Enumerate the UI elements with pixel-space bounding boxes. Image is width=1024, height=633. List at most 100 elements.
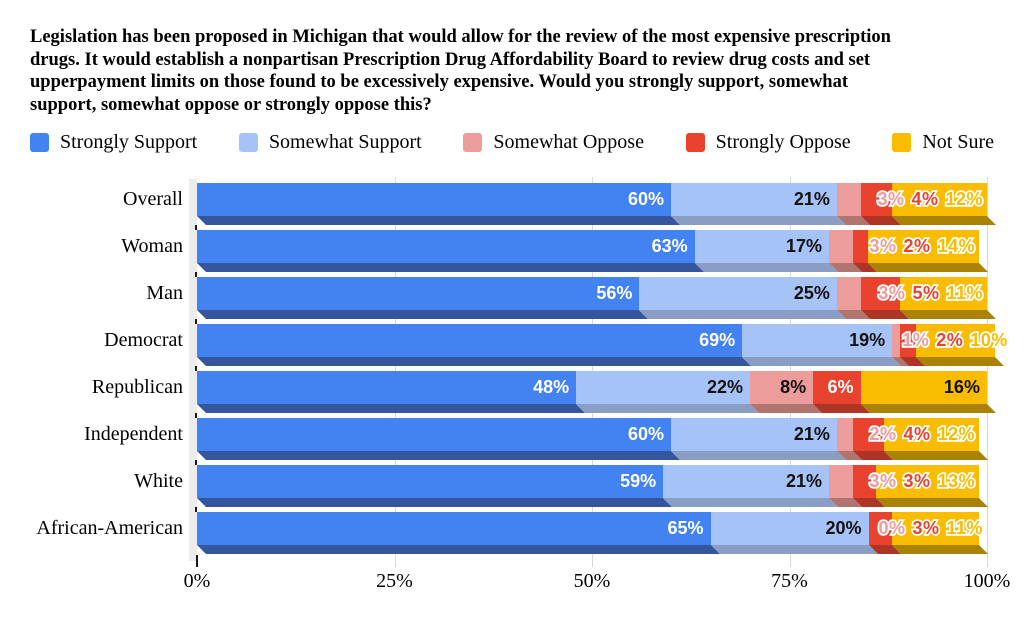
bar-segment-shadow — [671, 216, 846, 225]
value-label-outlined: 1% — [900, 328, 930, 352]
bar-segment-shadow — [915, 357, 1004, 366]
value-label-outlined: 5% — [911, 281, 941, 305]
bar-row: Republican 48% 22% 8% 6% 16% — [92, 371, 1012, 413]
value-label: 6% — [827, 377, 854, 397]
bar-segment — [884, 418, 980, 451]
bar-segment-shadow — [197, 451, 680, 460]
bar-stack: 56% 25% — [197, 277, 987, 310]
bar-segment-shadow — [639, 310, 846, 319]
category-axis-tick — [195, 507, 197, 512]
bar-segment-shadow — [900, 310, 996, 319]
value-label-outlined: 3% — [911, 516, 941, 540]
bar-stack: 63% 17% — [197, 230, 980, 263]
bar-segment-shadow — [197, 310, 649, 319]
legend-label: Somewhat Oppose — [493, 131, 644, 153]
category-label: Independent — [84, 423, 183, 445]
value-label: 20% — [825, 518, 862, 538]
bar-segment-shadow — [197, 404, 586, 413]
bar-stack: 48% 22% 8% 6% 16% — [197, 371, 987, 404]
bar-segment: 59% — [197, 465, 664, 498]
bar-segment-shadow — [742, 357, 902, 366]
value-label: 25% — [793, 283, 830, 303]
bar-row: Overall 60% 21% 3% 4% 12% — [123, 183, 1012, 225]
value-label: 21% — [793, 189, 830, 209]
bar-row: White 59% 21% 3% 3% 13% — [134, 465, 1012, 507]
value-label-outlined: 2% — [868, 422, 898, 446]
bar-stack: 65% 20% — [197, 512, 980, 545]
value-label-outlined: 0% — [877, 516, 907, 540]
legend-swatch — [892, 133, 912, 152]
bar-segment-shadow — [576, 404, 759, 413]
value-label: 8% — [780, 377, 807, 397]
bar-stack: 69% 19% — [197, 324, 995, 357]
value-label: 59% — [620, 471, 657, 491]
legend-swatch — [463, 133, 483, 152]
bar-segment: 65% — [197, 512, 711, 545]
category-label: White — [134, 470, 183, 492]
bar-segment: 63% — [197, 230, 695, 263]
value-label: 56% — [596, 283, 633, 303]
value-label: 21% — [785, 471, 822, 491]
bar-3d-strips — [197, 310, 996, 319]
x-axis-tick-label: 75% — [771, 570, 808, 592]
legend-item: Somewhat Oppose — [463, 131, 644, 154]
bar-segment: 19% — [742, 324, 893, 357]
value-label-outlined: 2% — [902, 234, 932, 258]
bar-segment — [852, 230, 869, 263]
bar-3d-strips — [197, 404, 996, 413]
value-label: 17% — [785, 236, 822, 256]
legend-swatch — [685, 133, 705, 152]
bar-segment — [868, 230, 980, 263]
gridline — [987, 177, 988, 567]
bar-segment — [892, 512, 980, 545]
axis-wall — [189, 179, 197, 561]
category-label: Democrat — [104, 329, 183, 351]
category-label: Man — [146, 282, 183, 304]
bar-segment: 21% — [671, 183, 837, 216]
bar-segment — [836, 183, 861, 216]
zero-axis-tick — [196, 555, 198, 567]
outlined-value-labels: 2% 4% 12% — [868, 418, 977, 451]
bar-segment: 56% — [197, 277, 640, 310]
value-label-outlined: 12% — [936, 422, 976, 446]
bar-row: Democrat 69% 19% 1% 2% 10% — [104, 324, 1012, 366]
bar-segment: 25% — [639, 277, 837, 310]
bar-segment-shadow — [197, 216, 680, 225]
bar-segment-shadow — [868, 263, 989, 272]
bar-segment: 21% — [663, 465, 829, 498]
bar-segment: 16% — [860, 371, 987, 404]
x-axis-tick-label: 100% — [963, 570, 1011, 592]
bar-segment-shadow — [860, 404, 996, 413]
value-label-outlined: 3% — [876, 187, 906, 211]
legend: Strongly Support Somewhat Support Somewhat… — [30, 131, 994, 154]
bar-3d-strips — [197, 216, 996, 225]
bar-segment — [892, 183, 987, 216]
value-label: 16% — [943, 377, 980, 397]
value-label-outlined: 2% — [934, 328, 964, 352]
value-label: 63% — [651, 236, 688, 256]
category-axis-tick — [195, 413, 197, 418]
bar-3d-strips — [197, 545, 989, 554]
bar-segment — [836, 418, 853, 451]
category-axis-tick — [195, 460, 197, 465]
legend-item: Strongly Oppose — [685, 131, 851, 154]
bar-segment: 22% — [576, 371, 750, 404]
bar-segment — [892, 324, 901, 357]
bar-segment-shadow — [876, 498, 989, 507]
bar-segment — [876, 465, 980, 498]
bar-row: Woman 63% 17% 3% 2% 14% — [121, 230, 1012, 272]
value-label-outlined: 11% — [945, 281, 985, 305]
outlined-value-labels: 3% 4% 12% — [876, 183, 985, 216]
bar-3d-strips — [197, 357, 1004, 366]
bar-segment-shadow — [710, 545, 878, 554]
value-label-outlined: 3% — [902, 469, 932, 493]
bar-row: Man 56% 25% 3% 5% 11% — [146, 277, 1012, 319]
x-axis-tick-label: 25% — [376, 570, 413, 592]
outlined-value-labels: 3% 5% 11% — [877, 277, 985, 310]
bar-segment — [852, 465, 877, 498]
bar-segment — [900, 277, 987, 310]
bar-segment-shadow — [671, 451, 846, 460]
category-label: Woman — [121, 235, 183, 257]
bar-segment: 60% — [197, 418, 671, 451]
legend-swatch — [238, 133, 258, 152]
